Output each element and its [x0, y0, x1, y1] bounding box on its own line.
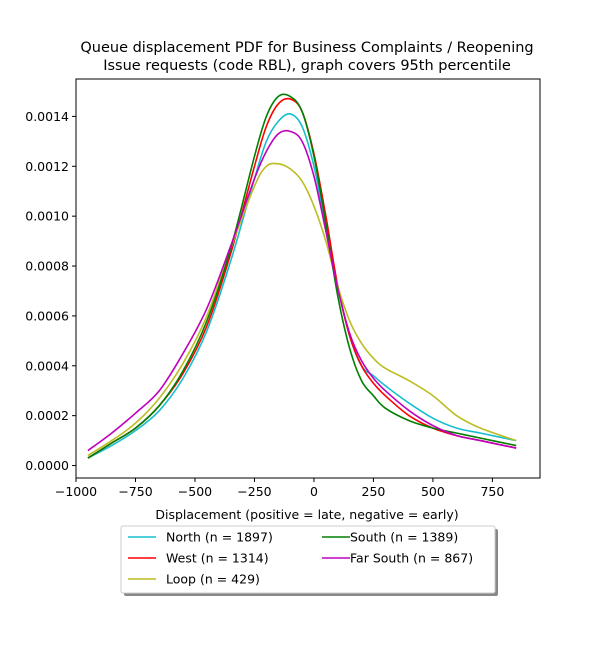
x-axis: −1000 −750 −500 −250 0 250 500 750 — [55, 478, 504, 499]
series-line-4 — [87, 129, 517, 452]
x-tick-label: 0 — [310, 484, 318, 499]
legend-label-2: Loop (n = 429) — [166, 572, 260, 587]
plot-area — [75, 78, 541, 479]
series-line-2 — [87, 162, 517, 457]
x-tick-label: −1000 — [55, 484, 97, 499]
chart-title-line-2: Issue requests (code RBL), graph covers … — [103, 58, 511, 74]
x-tick-label: 500 — [421, 484, 445, 499]
plot-frame — [75, 78, 541, 479]
chart-title-line-1: Queue displacement PDF for Business Comp… — [80, 40, 533, 56]
y-tick-label: 0.0008 — [25, 259, 69, 274]
series-line-3 — [87, 93, 517, 459]
y-tick-label: 0.0000 — [25, 458, 69, 473]
y-tick-label: 0.0014 — [25, 109, 69, 124]
legend-box — [120, 525, 496, 594]
legend-label-0: North (n = 1897) — [166, 530, 273, 545]
legend-label-3: South (n = 1389) — [350, 530, 458, 545]
x-tick-label: 750 — [480, 484, 504, 499]
y-tick-label: 0.0006 — [25, 308, 69, 323]
series-line-0 — [87, 113, 517, 459]
x-tick-label: −500 — [178, 484, 212, 499]
legend: North (n = 1897) West (n = 1314) Loop (n =… — [120, 525, 498, 596]
y-tick-label: 0.0002 — [25, 408, 69, 423]
x-tick-label: −250 — [237, 484, 271, 499]
x-tick-label: 250 — [362, 484, 386, 499]
legend-label-4: Far South (n = 867) — [350, 551, 473, 566]
y-tick-label: 0.0012 — [25, 159, 69, 174]
series-line-1 — [87, 97, 517, 459]
y-axis: 0.0000 0.0002 0.0004 0.0006 0.0008 0.0010 0.00… — [25, 109, 76, 473]
x-axis-label: Displacement (positive = late, negative … — [155, 507, 458, 522]
legend-label-1: West (n = 1314) — [166, 551, 269, 566]
y-tick-label: 0.0004 — [25, 358, 69, 373]
y-tick-label: 0.0010 — [25, 209, 69, 224]
x-tick-label: −750 — [118, 484, 152, 499]
series-group — [87, 93, 517, 459]
